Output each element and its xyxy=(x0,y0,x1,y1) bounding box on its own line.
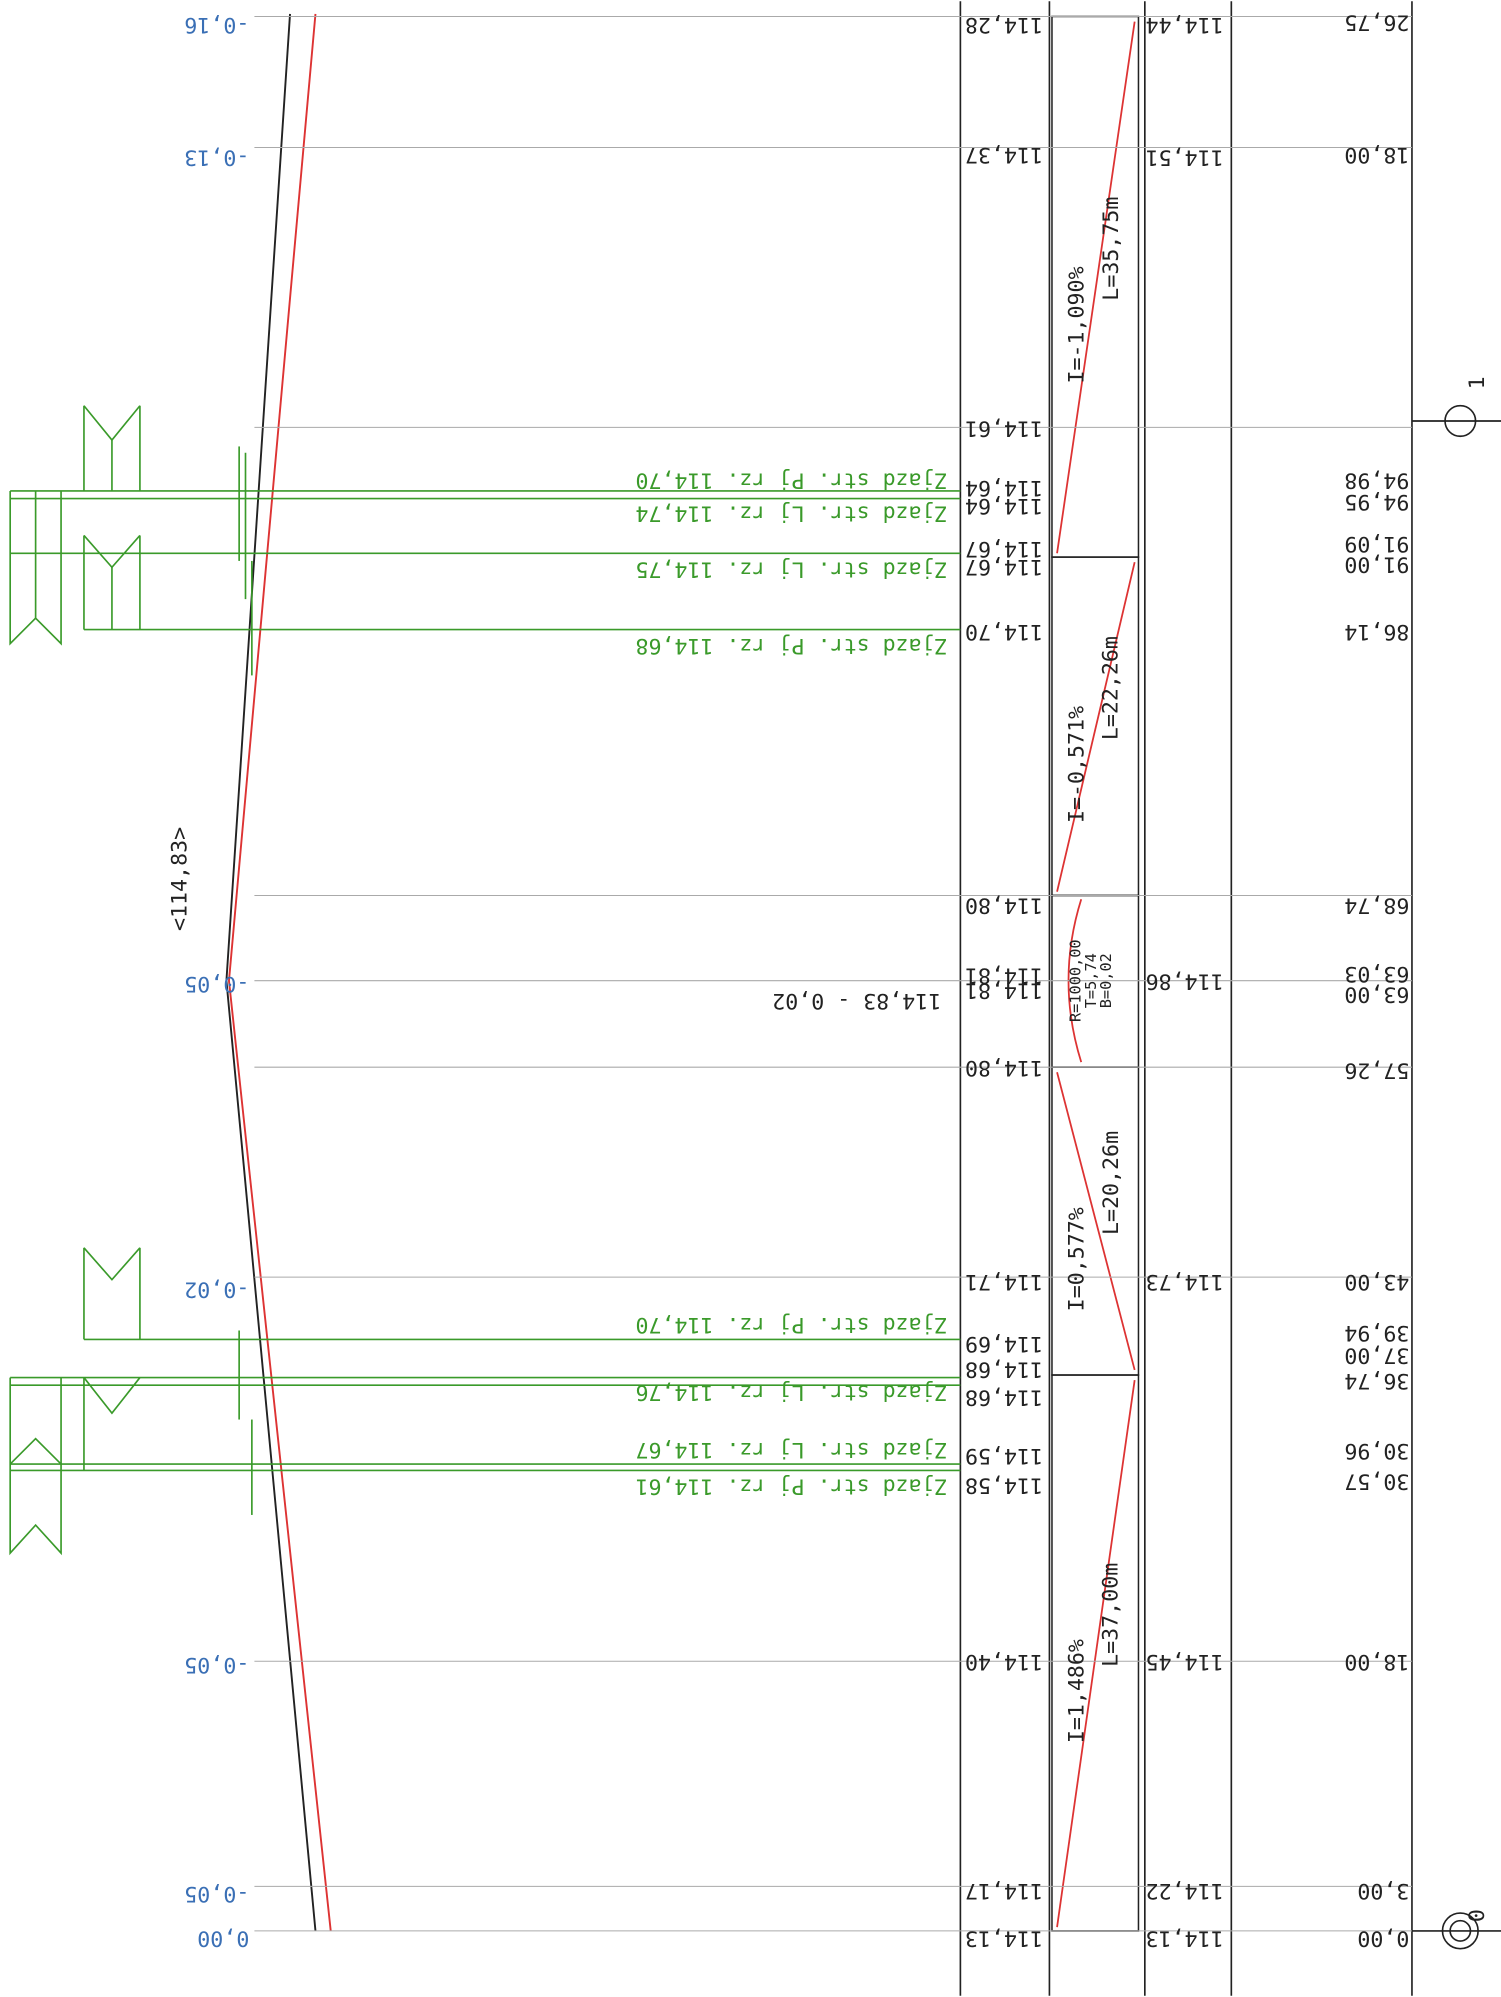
gradient-slope: I=-0,571% xyxy=(1064,706,1089,823)
offset-label: -0,13 xyxy=(184,144,249,169)
terrain-line xyxy=(225,13,317,1931)
driveway-label: Zjazd str. Lj rz. 114,76 xyxy=(635,1380,947,1405)
elevation-label: 114,81 xyxy=(965,978,1043,1003)
distance-label: 63,03 xyxy=(1344,961,1409,986)
elevation-label: 114,68 xyxy=(965,1385,1043,1410)
gradient-slope: I=0,577% xyxy=(1064,1207,1089,1311)
design-label: 114,73 xyxy=(1146,1269,1224,1294)
elevation-label: 114,67 xyxy=(965,554,1043,579)
design-label: 114,22 xyxy=(1146,1878,1224,1903)
distance-label: 26,75 xyxy=(1344,10,1409,35)
distance-label: 30,57 xyxy=(1344,1469,1409,1494)
gradient-length: L=22,26m xyxy=(1099,636,1124,740)
offset-label: -0,05 xyxy=(184,1881,249,1906)
row-lines xyxy=(254,15,1412,1932)
gradient-slope: I=1,486% xyxy=(1064,1639,1089,1743)
distance-label: 86,14 xyxy=(1344,619,1409,644)
elevation-label: 114,81 xyxy=(965,962,1043,987)
elevation-label: 114,67 xyxy=(965,536,1043,561)
elevation-label: 114,59 xyxy=(965,1443,1043,1468)
distance-label: 37,00 xyxy=(1344,1343,1409,1368)
design-label: 114,13 xyxy=(1146,1925,1224,1950)
gradient-length: L=37,00m xyxy=(1099,1563,1124,1667)
driveway-label: Zjazd str. Lj rz. 114,74 xyxy=(635,501,947,526)
elevation-label: 114,40 xyxy=(965,1649,1043,1674)
distance-label: 43,00 xyxy=(1344,1269,1409,1294)
distance-label: 3,00 xyxy=(1357,1878,1409,1903)
elevation-label: 114,70 xyxy=(965,619,1043,644)
offset-label: -0,05 xyxy=(184,971,249,996)
distance-label: 18,00 xyxy=(1344,1649,1409,1674)
distance-label: 94,95 xyxy=(1344,489,1409,514)
driveway-label: Zjazd str. Pj rz. 114,70 xyxy=(635,1312,947,1337)
distance-label: 91,09 xyxy=(1344,531,1409,556)
elevation-label: 114,68 xyxy=(965,1357,1043,1382)
offset-label: -0,16 xyxy=(184,12,249,37)
distance-label: 0,00 xyxy=(1357,1925,1409,1950)
offset-label: 0,00 xyxy=(197,1925,249,1950)
offset-label: -0,05 xyxy=(184,1652,249,1677)
elevation-label: 114,13 xyxy=(965,1925,1043,1950)
elevation-label: 114,69 xyxy=(965,1331,1043,1356)
vertex-label: <114,83> xyxy=(168,827,193,931)
elevation-label: 114,37 xyxy=(965,142,1043,167)
elevation-label: 114,28 xyxy=(965,12,1043,37)
design-label: 114,51 xyxy=(1146,144,1224,169)
gradient-length: L=35,75m xyxy=(1099,197,1124,301)
design-label: 114,86 xyxy=(1146,969,1224,994)
curve-bisector: B=0,02 xyxy=(1097,953,1115,1008)
distance-label: 30,96 xyxy=(1344,1438,1409,1463)
elevation-label: 114,71 xyxy=(965,1269,1043,1294)
gradient-slope: I=-1,090% xyxy=(1064,266,1089,383)
offset-label: -0,02 xyxy=(184,1277,249,1302)
elevation-label: 114,80 xyxy=(965,892,1043,917)
station-label: 0 xyxy=(1465,1909,1490,1922)
vertex-note: 114,83 - 0,02 xyxy=(772,988,941,1013)
elevation-label: 114,64 xyxy=(965,493,1043,518)
elevation-label: 114,61 xyxy=(965,415,1043,440)
distance-label: 39,94 xyxy=(1344,1320,1409,1345)
distance-label: 57,26 xyxy=(1344,1058,1409,1083)
elevation-label: 114,58 xyxy=(965,1472,1043,1497)
distance-label: 36,74 xyxy=(1344,1368,1409,1393)
elevation-label: 114,80 xyxy=(965,1055,1043,1080)
driveway-label: Zjazd str. Lj rz. 114,75 xyxy=(635,557,947,582)
design-label: 114,45 xyxy=(1146,1649,1224,1674)
distance-label: 18,00 xyxy=(1344,142,1409,167)
station-label: 1 xyxy=(1465,376,1490,389)
driveway-label: Zjazd str. Pj rz. 114,61 xyxy=(635,1474,947,1499)
design-label: 114,44 xyxy=(1146,12,1224,37)
distance-label: 68,74 xyxy=(1344,892,1409,917)
driveway-symbols xyxy=(9,405,961,1556)
curve-tangent: T=5,74 xyxy=(1082,953,1100,1008)
curve-radius: R=1000,00 xyxy=(1067,939,1085,1022)
driveway-label: Zjazd str. Pj rz. 114,70 xyxy=(635,468,947,493)
driveway-label: Zjazd str. Pj rz. 114,68 xyxy=(635,633,947,658)
distance-label: 91,00 xyxy=(1344,551,1409,576)
elevation-label: 114,64 xyxy=(965,475,1043,500)
distance-label: 94,98 xyxy=(1344,468,1409,493)
frame xyxy=(959,1,1501,1996)
elevation-label: 114,17 xyxy=(965,1878,1043,1903)
driveway-label: Zjazd str. Lj rz. 114,67 xyxy=(635,1437,947,1462)
distance-label: 63,00 xyxy=(1344,981,1409,1006)
gradient-length: L=20,26m xyxy=(1099,1131,1124,1235)
design-line xyxy=(228,13,332,1932)
